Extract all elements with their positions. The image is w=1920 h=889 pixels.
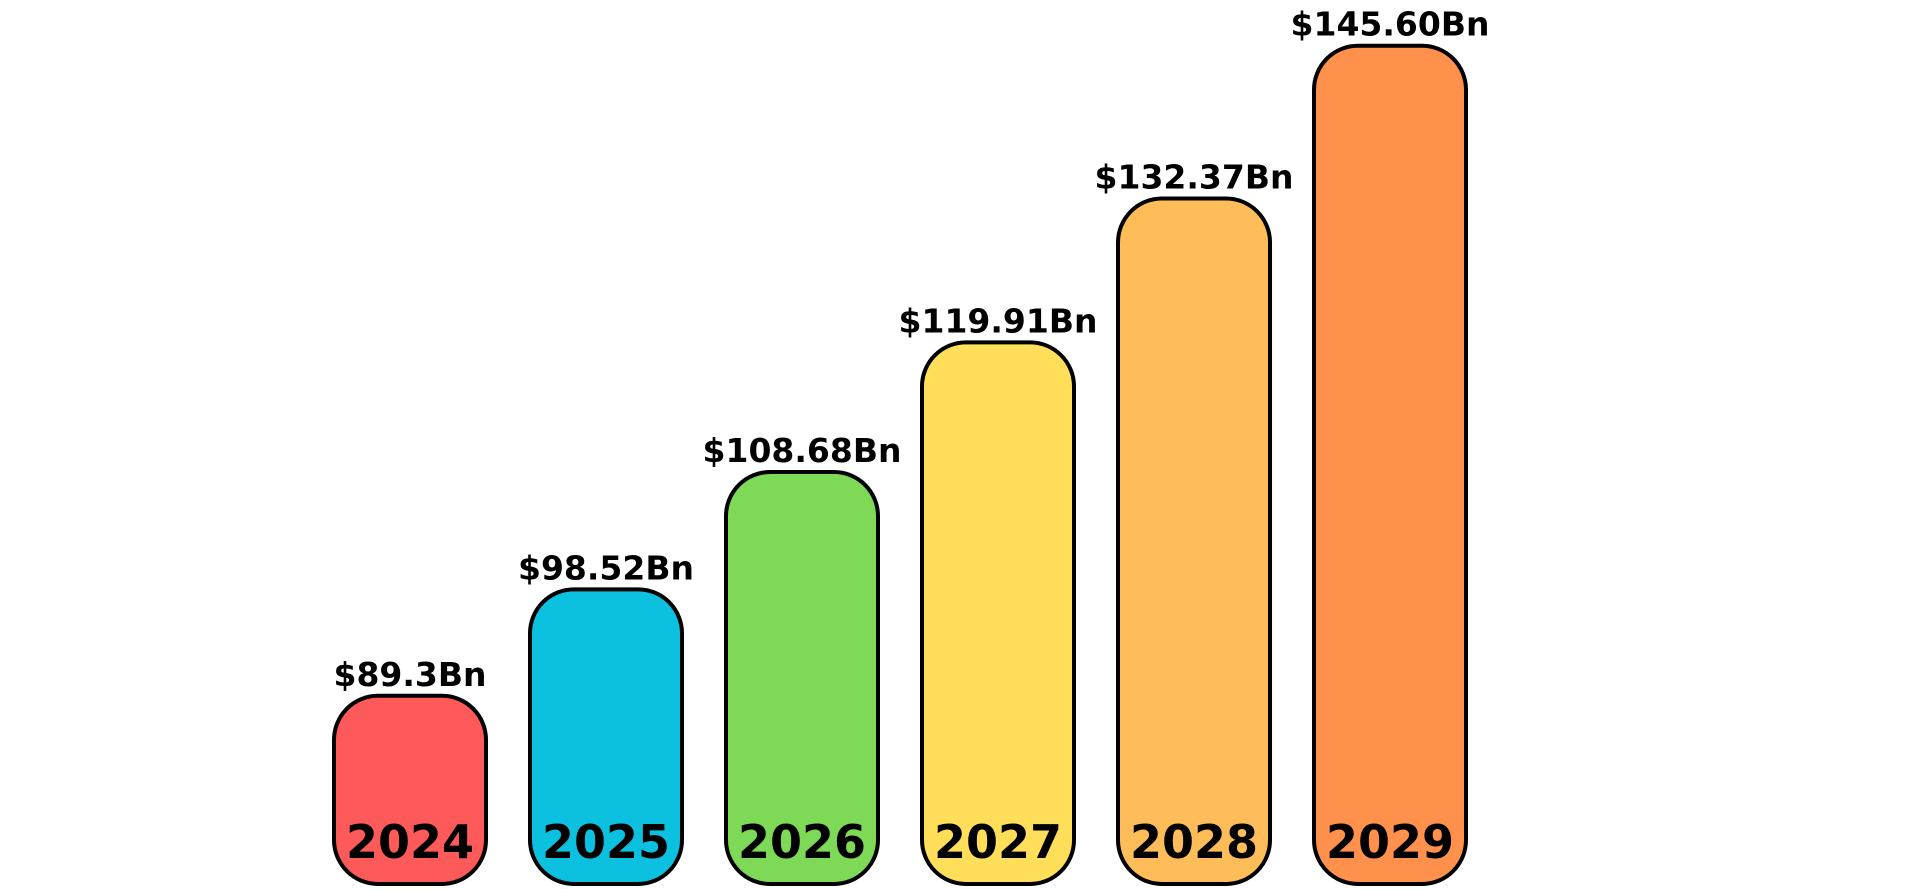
category-label: 2027	[934, 815, 1062, 869]
value-label: $89.3Bn	[333, 655, 486, 694]
value-label: $145.60Bn	[1291, 5, 1490, 44]
category-label: 2025	[542, 815, 670, 869]
value-label: $98.52Bn	[518, 548, 694, 587]
bar	[724, 470, 880, 886]
bar	[920, 340, 1076, 886]
bar	[332, 693, 488, 886]
value-label: $108.68Bn	[703, 431, 902, 470]
bar	[528, 587, 684, 886]
value-label: $119.91Bn	[899, 301, 1098, 340]
category-label: 2029	[1326, 815, 1454, 869]
category-label: 2026	[738, 815, 866, 869]
bar	[1312, 43, 1468, 887]
value-label: $132.37Bn	[1095, 157, 1294, 196]
bar	[1116, 196, 1272, 886]
category-label: 2028	[1130, 815, 1258, 869]
category-label: 2024	[346, 815, 474, 869]
